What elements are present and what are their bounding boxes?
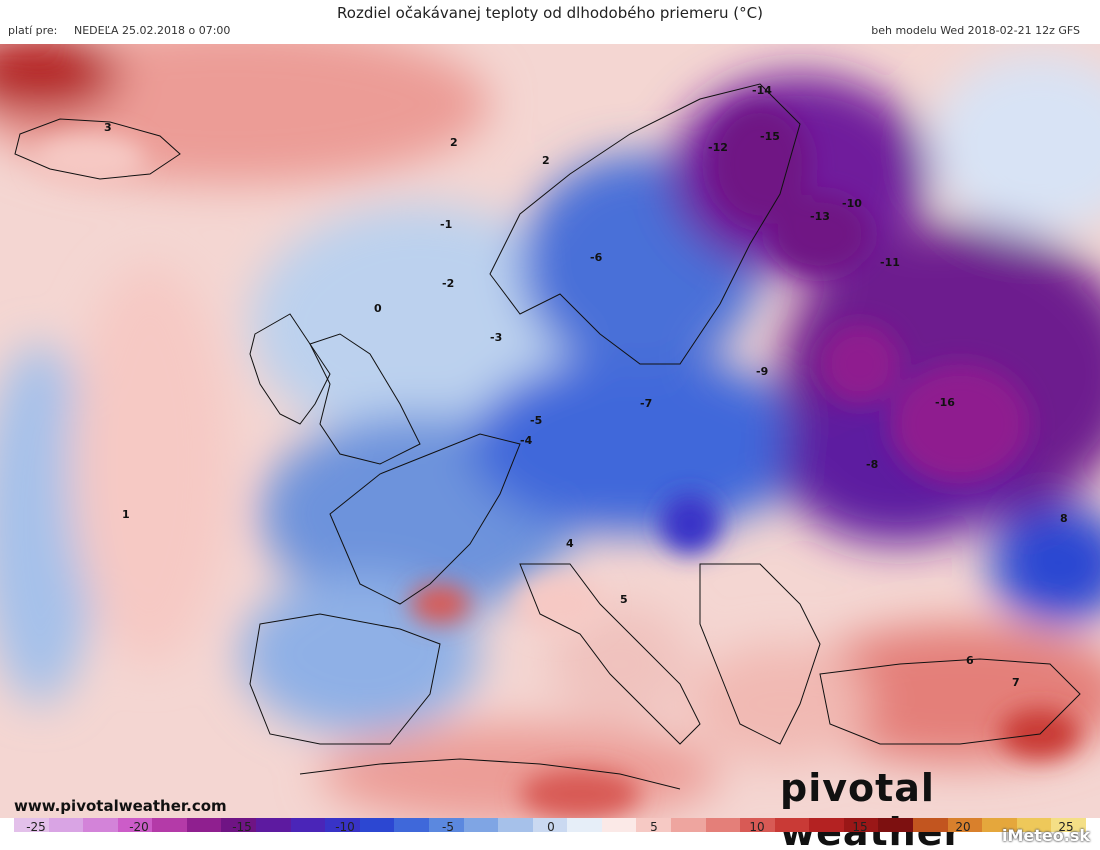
colorbar-tick-label: 20 [955,820,971,834]
colorbar-swatch [1051,818,1086,832]
map-labels: 3 2 2 -1 -2 -3 1 -14 -15 -16 -13 -12 -11… [104,84,1068,689]
map-title: Rozdiel očakávanej teploty od dlhodobého… [337,4,763,22]
map-label: 6 [966,654,974,667]
valid-date: NEDEĽA 25.02.2018 o 07:00 [74,24,231,37]
valid-for-label: platí pre: [8,24,58,37]
colorbar-swatch [705,818,741,832]
map-label: -13 [810,210,830,223]
map-label: 1 [122,508,130,521]
imeteo-watermark: iMeteo.sk [1002,826,1090,845]
colorbar-swatch [325,818,360,832]
map-label: 0 [374,302,382,315]
colorbar-swatch [463,818,499,832]
map-label: 2 [450,136,458,149]
colorbar-swatch [117,818,153,832]
colorbar-swatch [152,818,187,832]
colorbar-swatch [601,818,637,832]
map-header: Rozdiel očakávanej teploty od dlhodobého… [0,0,1100,44]
colorbar-swatch [48,818,84,832]
website-url: www.pivotalweather.com [14,797,227,815]
model-run-info: beh modelu Wed 2018-02-21 12z GFS [871,24,1080,37]
map-label: -1 [440,218,452,231]
map-label: 5 [620,593,628,606]
colorbar-tick-label: 5 [650,820,658,834]
colorbar-tick-label: 25 [1058,820,1074,834]
colorbar-swatch [532,818,568,832]
colorbar-tick-label: 0 [547,820,555,834]
colorbar-swatch [221,818,257,832]
map-label: 7 [1012,676,1020,689]
colorbar-tick-label: -15 [232,820,252,834]
colorbar-swatch [359,818,395,832]
map-canvas: 3 2 2 -1 -2 -3 1 -14 -15 -16 -13 -12 -11… [0,44,1100,818]
temperature-anomaly-map: 3 2 2 -1 -2 -3 1 -14 -15 -16 -13 -12 -11… [0,44,1100,818]
colorbar-swatch [947,818,983,832]
map-label: -12 [708,141,728,154]
colorbar-swatch [83,818,118,832]
map-label: -6 [590,251,603,264]
map-label: -4 [520,434,533,447]
colorbar-swatch [982,818,1017,832]
map-label: -5 [530,414,542,427]
brand-logo-text: pivotal weather [780,766,962,850]
map-label: -3 [490,331,502,344]
colorbar-tick-label: -10 [335,820,355,834]
colorbar-swatch [843,818,879,832]
map-label: -10 [842,197,862,210]
colorbar-tick-label: -25 [26,820,46,834]
map-label: -16 [935,396,955,409]
colorbar-swatch [913,818,948,832]
colorbar-swatch [636,818,671,832]
colorbar-swatch [428,818,464,832]
colorbar-swatch [670,818,706,832]
colorbar-tick-label: 15 [852,820,868,834]
colorbar-tick-label: -20 [129,820,149,834]
map-label: 2 [542,154,550,167]
map-label: -11 [880,256,900,269]
map-label: 3 [104,121,112,134]
map-label: -14 [752,84,772,97]
colorbar-swatch [774,818,810,832]
map-label: -8 [866,458,878,471]
map-label: -15 [760,130,780,143]
colorbar-swatch [256,818,291,832]
colorbar-ticks: -25 -20 -15 -10 -5 0 5 10 15 20 25 [0,820,1100,834]
colorbar-swatch [14,818,49,832]
colorbar-swatch [740,818,775,832]
colorbar-swatch [567,818,602,832]
colorbar-tick-label: -5 [442,820,454,834]
map-label: 4 [566,537,574,550]
colorbar-swatch [290,818,326,832]
map-label: -2 [442,277,454,290]
colorbar-swatch [878,818,914,832]
map-label: -7 [640,397,652,410]
map-label: -9 [756,365,768,378]
map-label: 8 [1060,512,1068,525]
colorbar-swatch [809,818,844,832]
colorbar-tick-label: 10 [749,820,765,834]
colorbar [14,818,1086,832]
colorbar-swatch [498,818,533,832]
colorbar-swatch [1016,818,1052,832]
colorbar-swatch [186,818,222,832]
colorbar-swatch [394,818,429,832]
coastlines [14,83,1081,790]
anomaly-detail [35,104,1080,818]
